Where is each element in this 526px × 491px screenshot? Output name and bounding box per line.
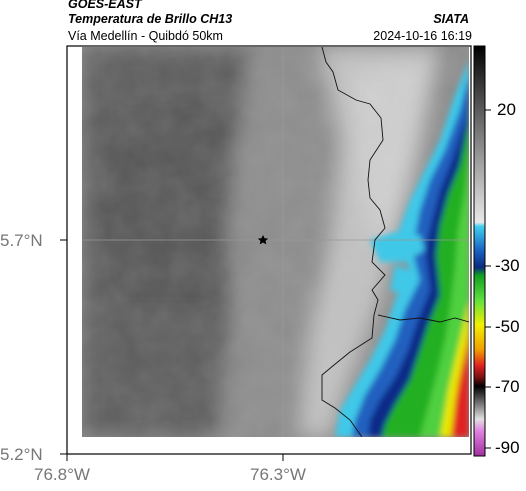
cb-label-m70: -70 (495, 377, 520, 396)
department-border-east (377, 314, 469, 323)
colorbar (473, 45, 486, 457)
organization-label: GOES-EAST (68, 0, 142, 11)
cb-label-m90: -90 (495, 438, 520, 457)
department-border (321, 47, 386, 437)
cb-label-m30: -30 (495, 256, 520, 275)
star-icon (257, 235, 269, 245)
lon-label-76-3: 76.3°W (250, 465, 306, 484)
brand-label: SIATA (433, 12, 469, 26)
cb-label-m50: -50 (495, 317, 520, 336)
product-title: Temperatura de Brillo CH13 (68, 12, 233, 26)
datetime-label: 2024-10-16 16:19 (373, 29, 472, 43)
cb-label-20: 20 (497, 100, 516, 119)
satellite-image (82, 47, 469, 437)
area-subtitle: Vía Medellín - Quibdó 50km (68, 29, 223, 43)
lat-label-5-2: 5.2°N (0, 445, 43, 464)
lon-label-76-8: 76.8°W (34, 465, 90, 484)
lat-label-5-7: 5.7°N (0, 231, 43, 250)
